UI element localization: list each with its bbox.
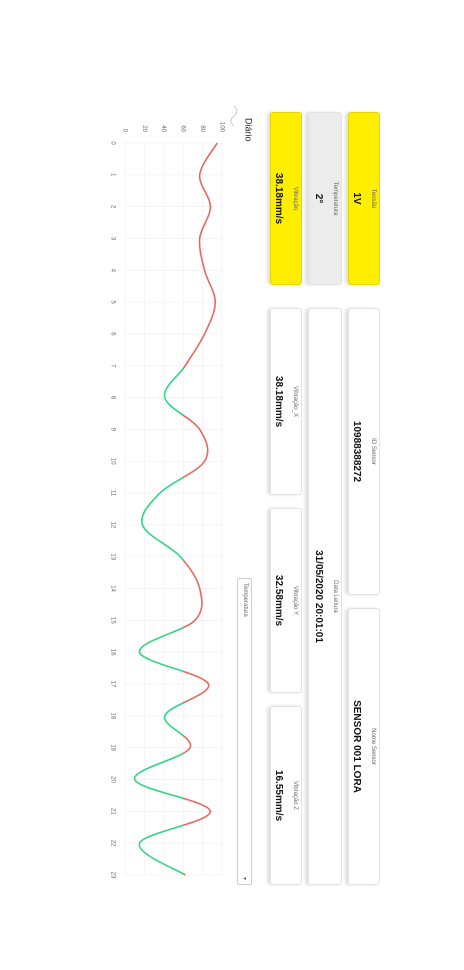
- card: Vibração_X 38.18mm/s: [270, 308, 302, 495]
- x-tick-label: 9: [109, 428, 115, 432]
- chart: Diário 0 20 40 60 80 100012345678910111213141…: [109, 105, 254, 879]
- card: Tensão 1V: [348, 112, 380, 285]
- x-tick-label: 1: [109, 173, 115, 177]
- caret: ▾: [241, 876, 247, 880]
- card-value: 16.55mm/s: [273, 769, 284, 822]
- x-tick-label: 13: [109, 553, 115, 560]
- line: [133, 142, 218, 876]
- card-value: 1V: [351, 192, 362, 205]
- x-tick-label: 19: [109, 744, 115, 751]
- x-tick-label: 7: [109, 364, 115, 368]
- x-tick-label: 14: [109, 585, 115, 592]
- card-label: Nome Sensor: [370, 728, 376, 765]
- card-label: Data Leitura: [332, 580, 338, 613]
- x-tick-label: 4: [109, 269, 115, 273]
- card-value: 2°: [313, 193, 324, 204]
- x-tick-label: 6: [109, 332, 115, 336]
- y-tick-label: 60: [180, 125, 186, 132]
- card: ID Sensor 10988388272: [348, 308, 380, 595]
- x-tick-label: 0: [109, 141, 115, 145]
- card-label: Tensão: [370, 188, 376, 209]
- card-value: 38.18mm/s: [273, 172, 284, 225]
- card-label: Vibração Z: [292, 781, 298, 810]
- card-label: Temperatura: [332, 181, 338, 216]
- y-tick-label: 40: [160, 125, 166, 132]
- card: Vibração Z 16.55mm/s: [270, 706, 302, 885]
- card: Vibração Y 32.58mm/s: [270, 508, 302, 693]
- x-tick-label: 3: [109, 237, 115, 241]
- card-value: SENSOR 001 LORA: [351, 700, 362, 793]
- x-tick-label: 20: [109, 776, 115, 783]
- card-label: ID Sensor: [370, 438, 376, 465]
- card-value: 38.18mm/s: [273, 375, 284, 428]
- card: Vibração 38.18mm/s: [270, 112, 302, 285]
- card-value: 10988388272: [351, 420, 362, 483]
- x-tick-label: 23: [109, 872, 115, 879]
- y-tick-label: 20: [141, 125, 147, 132]
- y-tick-label: 0: [121, 129, 127, 133]
- card: Nome Sensor SENSOR 001 LORA: [348, 608, 380, 885]
- x-tick-label: 8: [109, 396, 115, 400]
- x-tick-label: 11: [109, 490, 115, 497]
- x-tick-label: 21: [109, 808, 115, 815]
- x-tick-label: 5: [109, 300, 115, 304]
- dropdown[interactable]: Temperatura ▾: [237, 578, 252, 885]
- legend-icon: [230, 105, 238, 127]
- card-label: Vibração: [292, 186, 298, 211]
- card-value: 32.58mm/s: [273, 574, 284, 627]
- x-tick-label: 15: [109, 617, 115, 624]
- x-tick-label: 18: [109, 713, 115, 720]
- x-tick-label: 2: [109, 205, 115, 209]
- x-tick-label: 12: [109, 522, 115, 529]
- chart-title: Diário: [244, 118, 254, 142]
- y-tick-label: 80: [199, 125, 205, 132]
- card: Temperatura 2°: [308, 112, 342, 285]
- card: Data Leitura 31/05/2020 20:01:01: [308, 308, 342, 885]
- card-label: Vibração_X: [292, 386, 298, 417]
- x-tick-label: 22: [109, 840, 115, 847]
- x-tick-label: 16: [109, 649, 115, 656]
- card-label: Vibração Y: [292, 585, 298, 616]
- x-tick-label: 10: [109, 458, 115, 465]
- card-value: 31/05/2020 20:01:01: [313, 550, 324, 643]
- y-tick-label: 100: [218, 122, 224, 133]
- dropdown-label: Temperatura: [242, 583, 248, 617]
- x-tick-label: 17: [109, 681, 115, 688]
